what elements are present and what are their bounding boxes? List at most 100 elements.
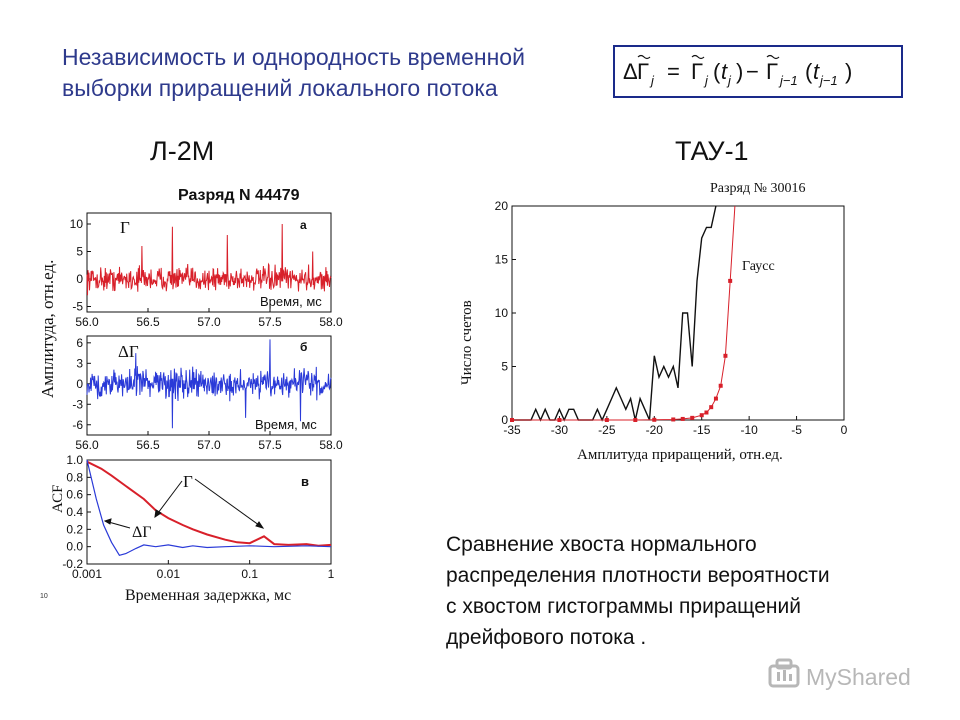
y-tick-label: 20 [495, 199, 509, 213]
x-tick-label: 56.5 [136, 315, 160, 329]
panel-c-label-gamma: Γ [183, 472, 193, 491]
arrow-gamma-2 [194, 478, 264, 529]
formula-rparen-1: ) [736, 59, 743, 84]
formula-sub-jm1-2: j−1 [818, 73, 838, 88]
caption-line-3: с хвостом гистограммы приращений [446, 595, 801, 618]
panel-a-series-label: Γ [120, 218, 130, 237]
gauss-point [718, 383, 723, 388]
x-tick-label: 1 [328, 567, 335, 581]
caption-line-2: распределения плотности вероятности [446, 564, 830, 587]
panel-c-ylabel: АСF [50, 485, 66, 513]
gauss-point [704, 410, 709, 415]
y-tick-label: 6 [76, 336, 83, 350]
y-tick-label: 0.0 [66, 540, 83, 554]
y-tick-label: 0.4 [66, 505, 83, 519]
tilde-2 [691, 54, 705, 60]
watermark-icon [768, 658, 800, 688]
gauss-point [709, 405, 714, 410]
x-tick-label: -35 [503, 423, 521, 437]
x-tick-label: 56.0 [75, 438, 99, 452]
y-tick-label: 3 [76, 356, 83, 370]
formula-sub-jm1-1: j−1 [778, 73, 798, 88]
panel-a-letter: a [300, 218, 307, 232]
arrowhead-dgamma [103, 518, 112, 525]
x-tick-label: 56.5 [136, 438, 160, 452]
slide-title-line-1: Независимость и однородность временной [62, 44, 525, 70]
formula-delta: Δ [623, 59, 638, 84]
chart-d-title: Разряд № 30016 [710, 181, 805, 196]
x-tick-label: 0 [841, 423, 848, 437]
y-tick-label: 0 [76, 272, 83, 286]
y-tick-label: 10 [495, 306, 509, 320]
formula: Δ Γ j = Γ j ( t j ) − Γ j−1 ( t j−1 ) [623, 54, 852, 88]
x-tick-label: -5 [791, 423, 802, 437]
formula-sub-j-1: j [649, 73, 655, 88]
panel-c-series-dgamma [86, 459, 332, 556]
tilde-3 [766, 54, 780, 60]
panel-d-gauss-label: Гаусс [742, 259, 775, 274]
panel-d-series-gauss [512, 205, 736, 421]
slide-title-line-2: выборки приращений локального потока [62, 75, 498, 101]
gauss-point [713, 396, 718, 401]
x-tick-label: -15 [693, 423, 711, 437]
caption: Сравнение хвоста нормального распределен… [446, 529, 830, 653]
stray-label: 10 [40, 593, 48, 600]
caption-line-1: Сравнение хвоста нормального [446, 533, 757, 556]
gauss-point [633, 418, 638, 422]
formula-t-2: t [813, 59, 820, 84]
gauss-point [728, 278, 733, 283]
left-ylabel: Амплитуда, отн.ед. [38, 260, 57, 398]
heading-right: ТАУ-1 [675, 136, 749, 166]
formula-box: Δ Γ j = Γ j ( t j ) − Γ j−1 ( t j−1 ) [613, 45, 903, 98]
y-tick-label: 0.6 [66, 488, 83, 502]
x-tick-label: -20 [646, 423, 664, 437]
x-tick-label: 58.0 [319, 315, 343, 329]
y-tick-label: 5 [501, 360, 508, 374]
panel-c-letter: в [301, 474, 309, 489]
formula-gamma-2: Γ [691, 59, 703, 84]
panel-c-xlabel: Временная задержка, мс [125, 587, 291, 603]
gauss-point [557, 418, 562, 422]
caption-line-4: дрейфового потока . [446, 626, 647, 649]
y-tick-label: -6 [72, 418, 83, 432]
x-tick-label: 56.0 [75, 315, 99, 329]
formula-lparen-2: ( [805, 59, 813, 84]
panel-b-xlabel: Время, мс [255, 417, 317, 432]
panel-b-series [86, 339, 332, 429]
gauss-point [510, 418, 514, 422]
x-tick-label: 58.0 [319, 438, 343, 452]
arrowhead-gamma-2 [255, 521, 265, 529]
panel-b-letter: б [300, 340, 307, 354]
formula-rparen-2: ) [845, 59, 852, 84]
y-tick-label: -5 [72, 300, 83, 314]
arrow-gamma-1 [154, 480, 183, 518]
tilde-1 [637, 54, 651, 60]
y-tick-label: 15 [495, 253, 509, 267]
formula-gamma-3: Γ [766, 59, 778, 84]
watermark: MyShared [768, 656, 928, 701]
x-tick-label: -30 [551, 423, 569, 437]
x-tick-label: 57.0 [197, 438, 221, 452]
right-figure: Разряд № 30016 -35 -30 -25 -20 -15 -10 -5 0 20 15… [459, 181, 848, 463]
chart-a-title: Разряд N 44479 [178, 187, 300, 204]
x-tick-label: 57.5 [258, 315, 282, 329]
slide-title: Независимость и однородность временной в… [62, 42, 525, 104]
y-tick-label: 0 [76, 377, 83, 391]
formula-sub-j-2: j [703, 73, 709, 88]
formula-equals: = [667, 59, 680, 84]
y-tick-label: 0.8 [66, 470, 83, 484]
formula-gamma-1: Γ [637, 59, 649, 84]
gauss-point [690, 415, 695, 420]
formula-sub-j-3: j [726, 73, 732, 88]
watermark-text: MyShared [806, 664, 911, 690]
x-tick-label: 57.0 [197, 315, 221, 329]
y-tick-label: 10 [70, 217, 84, 231]
gauss-point [652, 417, 657, 422]
panel-d-series-histogram [512, 205, 717, 422]
x-tick-label: -10 [740, 423, 758, 437]
y-tick-label: -0.2 [62, 557, 83, 571]
x-tick-label: 57.5 [258, 438, 282, 452]
panel-d-xlabel: Амплитуда приращений, отн.ед. [577, 447, 783, 463]
panel-c-label-dgamma: ΔΓ [132, 524, 152, 541]
x-tick-label: 0.01 [157, 567, 181, 581]
